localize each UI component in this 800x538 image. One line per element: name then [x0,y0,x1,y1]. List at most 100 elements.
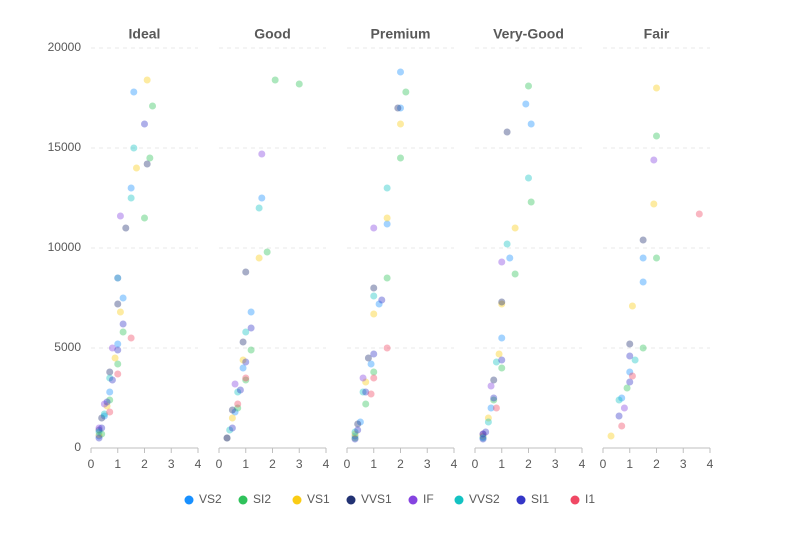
series-group: I1 [106,334,135,416]
point [130,144,138,152]
point [525,82,532,90]
point [498,334,506,342]
series-group: SI1 [95,120,148,442]
point [367,360,375,368]
point [127,194,135,202]
point [231,380,239,388]
y-tick-label: 15000 [48,140,82,154]
point [255,254,263,262]
point [653,84,660,92]
series-group: VVS2 [226,204,263,434]
point [495,350,503,358]
x-tick-label: 2 [653,457,660,471]
legend-label: VS1 [307,492,330,506]
point [511,224,519,232]
point [479,432,487,440]
series-group: SI2 [490,82,535,404]
series-group: I1 [367,344,391,398]
point [95,424,103,432]
x-tick-label: 4 [195,457,202,471]
x-tick-label: 3 [424,457,431,471]
series-group: VS1 [223,254,263,442]
point [114,360,122,368]
point [106,396,114,404]
facet-title: Very-Good [493,26,564,42]
point [490,376,498,384]
point [364,354,372,362]
y-tick-label: 20000 [48,40,82,54]
point [351,432,359,440]
series-group: IF [479,258,506,438]
point [106,388,114,396]
point [370,284,378,292]
point [394,104,402,112]
point [242,376,250,384]
point [402,88,410,96]
point [639,236,647,244]
point [143,160,151,168]
point [653,254,660,262]
x-tick-label: 1 [242,457,249,471]
point [234,388,242,396]
point [119,294,127,302]
legend-marker [292,495,302,505]
x-tick-label: 2 [141,457,148,471]
point [127,184,135,192]
point [639,278,647,286]
x-tick-label: 3 [168,457,175,471]
point [223,434,231,442]
point [146,154,154,162]
point [479,435,487,443]
point [484,414,492,422]
point [141,214,148,222]
point [119,320,127,328]
series-group: SI2 [234,76,303,412]
x-tick-label: 1 [370,457,377,471]
point [119,328,127,336]
series-group: IF [359,224,378,382]
series-group: VVS2 [351,184,391,436]
point [116,308,124,316]
series-group: SI2 [98,102,157,438]
point [383,220,391,228]
x-tick-label: 4 [579,457,586,471]
point [498,300,506,308]
point [271,76,279,84]
x-tick-label: 2 [397,457,404,471]
point [498,356,506,364]
point [487,404,495,412]
series-group: VS1 [479,224,519,440]
point [695,210,703,218]
point [108,344,116,352]
point [236,386,244,394]
point [351,434,359,442]
point [111,354,119,362]
point [98,414,106,422]
series-group: I1 [492,404,500,412]
legend-marker [184,495,194,505]
point [628,302,636,310]
series-group: SI1 [479,356,506,443]
point [639,344,647,352]
series-group: IF [95,212,124,432]
series-group: VS1 [351,120,404,438]
point [130,88,138,96]
point [370,350,378,358]
point [228,414,236,422]
series-group: SI2 [623,132,660,392]
point [487,382,495,390]
series-group: SI1 [615,352,634,420]
point [359,388,367,396]
point [607,432,615,440]
point [231,408,239,416]
point [95,426,103,434]
point [114,274,122,282]
point [106,408,114,416]
series-group: VVS1 [626,236,647,348]
point [356,418,364,426]
x-tick-label: 1 [626,457,633,471]
point [122,224,130,232]
legend-label: VVS1 [361,492,392,506]
point [370,292,378,300]
point [653,132,660,140]
